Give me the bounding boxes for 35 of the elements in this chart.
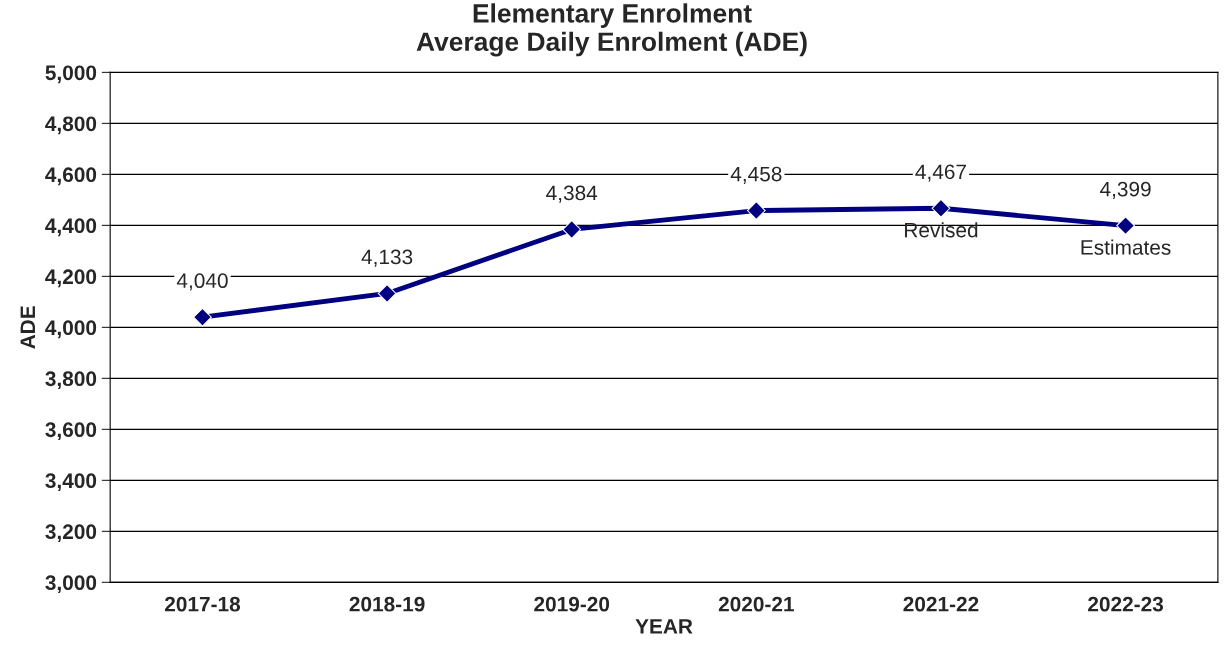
chart-subtitle: Average Daily Enrolment (ADE) [416, 31, 807, 57]
x-tick-label: 2019-20 [534, 596, 610, 612]
chart-title: Elementary Enrolment [473, 3, 752, 28]
data-label: 4,467 [915, 164, 966, 182]
y-tick-label: 4,400 [45, 218, 97, 237]
point [193, 307, 212, 327]
point [1116, 216, 1135, 235]
y-tick-label: 3,600 [45, 422, 97, 441]
x-tick-label: 2018-19 [349, 596, 425, 612]
point [931, 198, 951, 218]
point [377, 284, 397, 303]
x-axis-title: YEAR [635, 619, 693, 634]
x-tick-label: 2021-22 [903, 596, 979, 612]
data-label: 4,133 [361, 249, 413, 267]
y-tick-label: 4,200 [45, 269, 97, 288]
data-label: 4,458 [730, 166, 782, 184]
annotation: Estimates [1081, 239, 1171, 255]
y-tick-label: 3,200 [45, 524, 97, 543]
y-tick-label: 5,000 [45, 65, 97, 84]
annotation: Revised [905, 222, 978, 238]
data-label: 4,040 [176, 273, 228, 291]
point [562, 220, 582, 239]
data-label: 4,399 [1099, 181, 1151, 199]
x-tick-label: 2020-21 [718, 596, 794, 612]
y-axis-title: ADE [20, 306, 35, 349]
data-label: 4,384 [546, 185, 598, 203]
x-tick-label: 2022-23 [1088, 596, 1164, 612]
y-tick-label: 4,600 [45, 167, 97, 186]
point [746, 201, 766, 220]
y-tick-label: 3,400 [45, 473, 97, 492]
y-tick-label: 3,000 [45, 575, 97, 594]
y-tick-label: 4,000 [45, 320, 97, 339]
y-tick-label: 4,800 [45, 116, 97, 135]
x-tick-label: 2017-18 [164, 596, 241, 612]
y-tick-label: 3,800 [45, 371, 97, 390]
